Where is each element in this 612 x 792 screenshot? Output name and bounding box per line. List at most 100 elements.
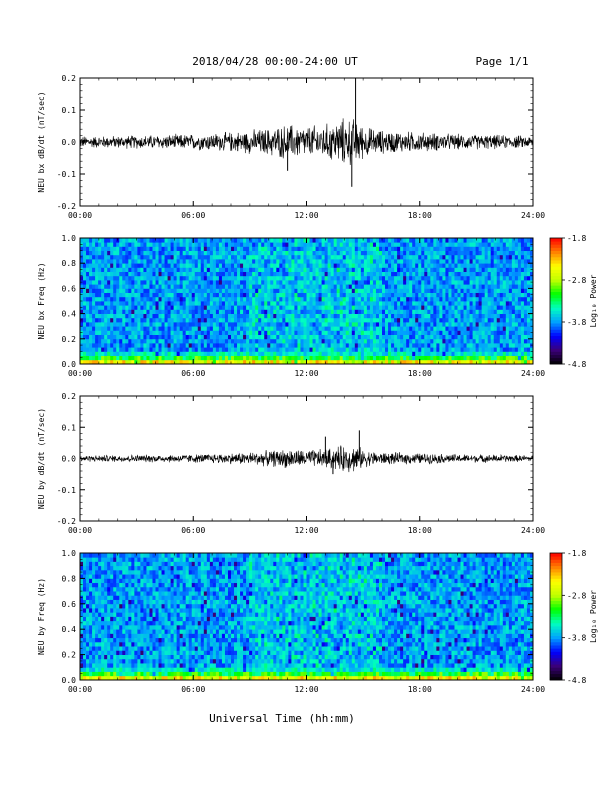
spectrogram-cell (357, 326, 362, 331)
spectrogram-cell (511, 238, 516, 243)
spectrogram-cell (119, 326, 123, 331)
spectrogram-cell (167, 288, 171, 293)
spectrogram-cell (252, 322, 256, 327)
spectrogram-cell (209, 305, 214, 310)
spectrogram-cell (104, 292, 108, 298)
spectrogram-cell (333, 238, 338, 243)
spectrogram-cell (366, 343, 371, 348)
spectrogram-cell (80, 561, 84, 567)
spectrogram-cell (339, 301, 344, 306)
spectrogram-cell (348, 347, 353, 352)
spectrogram-cell (122, 317, 126, 323)
spectrogram-cell (285, 284, 289, 289)
spectrogram-cell (300, 259, 304, 264)
spectrogram-cell (348, 338, 353, 344)
spectrogram-cell (188, 288, 193, 293)
spectrogram-cell (372, 301, 377, 306)
spectrogram-cell (475, 330, 480, 335)
spectrogram-cell (122, 292, 126, 298)
spectrogram-cell (252, 330, 256, 335)
spectrogram-cell (134, 305, 138, 310)
spectrogram-cell (409, 246, 413, 251)
spectrogram-cell (83, 582, 87, 588)
spectrogram-cell (487, 246, 492, 251)
spectrogram-cell (86, 330, 90, 335)
spectrogram-cell (110, 355, 114, 361)
spectrogram-cell (246, 305, 250, 310)
spectrogram-cell (119, 351, 123, 356)
spectrogram-cell (400, 254, 404, 260)
spectrogram-cell (240, 246, 244, 251)
spectrogram-cell (508, 271, 513, 277)
spectrogram-cell (285, 267, 289, 272)
spectrogram-cell (167, 292, 171, 298)
spectrogram-cell (86, 317, 90, 323)
spectrogram-cell (406, 292, 410, 298)
spectrogram-cell (80, 586, 84, 592)
spectrogram-cell (164, 271, 168, 277)
spectrogram-cell (502, 284, 507, 289)
spectrogram-cell (336, 275, 341, 281)
spectrogram-cell (363, 238, 368, 243)
spectrogram-cell (149, 238, 153, 243)
spectrogram-cell (227, 326, 232, 331)
spectrogram-cell (406, 309, 410, 314)
spectrogram-cell (143, 326, 147, 331)
spectrogram-cell (273, 267, 277, 272)
spectrogram-cell (170, 296, 175, 302)
spectrogram-cell (463, 334, 467, 340)
spectrogram-cell (433, 326, 437, 331)
spectrogram-cell (80, 675, 84, 681)
spectrogram-cell (285, 296, 289, 302)
spectrogram-cell (158, 301, 162, 306)
spectrogram-cell (131, 284, 135, 289)
spectrogram-cell (388, 330, 392, 335)
spectrogram-cell (315, 347, 319, 352)
spectrogram-cell (499, 242, 504, 247)
spectrogram-cell (345, 313, 350, 319)
spectrogram-cell (276, 343, 280, 348)
spectrogram-cell (143, 317, 147, 323)
spectrogram-cell (173, 275, 178, 281)
spectrogram-cell (451, 259, 455, 264)
spectrogram-cell (218, 338, 223, 344)
spectrogram-cell (206, 343, 211, 348)
spectrogram-cell (460, 338, 464, 344)
colorbar-segment (550, 275, 562, 280)
colorbar-segment (550, 288, 562, 292)
spectrogram-cell (400, 280, 404, 285)
spectrogram-cell (264, 326, 268, 331)
spectrogram-cell (258, 284, 262, 289)
spectrogram-cell (496, 250, 501, 256)
spectrogram-cell (215, 334, 220, 340)
spectrogram-cell (294, 326, 298, 331)
spectrogram-cell (472, 254, 477, 260)
spectrogram-cell (454, 322, 458, 327)
spectrogram-cell (442, 259, 446, 264)
spectrogram-cell (469, 309, 473, 314)
spectrogram-cell (424, 313, 428, 319)
spectrogram-cell (333, 259, 338, 264)
spectrogram-cell (300, 338, 304, 344)
spectrogram-cell (170, 275, 175, 281)
spectrogram-cell (460, 317, 464, 323)
spectrogram-cell (493, 313, 498, 319)
spectrogram-cell (409, 296, 413, 302)
colorbar-segment (550, 269, 562, 274)
spectrogram-cell (472, 296, 477, 302)
spectrogram-cell (297, 355, 301, 361)
spectrogram-cell (231, 242, 235, 247)
spectrogram-cell (388, 309, 392, 314)
spectrogram-cell (312, 301, 316, 306)
spectrogram-cell (252, 309, 256, 314)
spectrogram-cell (502, 309, 507, 314)
spectrogram-cell (309, 275, 313, 281)
spectrogram-cell (237, 334, 241, 340)
spectrogram-cell (95, 334, 99, 340)
spectrogram-cell (339, 338, 344, 344)
spectrogram-cell (448, 284, 452, 289)
spectrogram-cell (221, 334, 226, 340)
spectrogram-cell (140, 280, 144, 285)
spectrogram-cell (360, 326, 365, 331)
